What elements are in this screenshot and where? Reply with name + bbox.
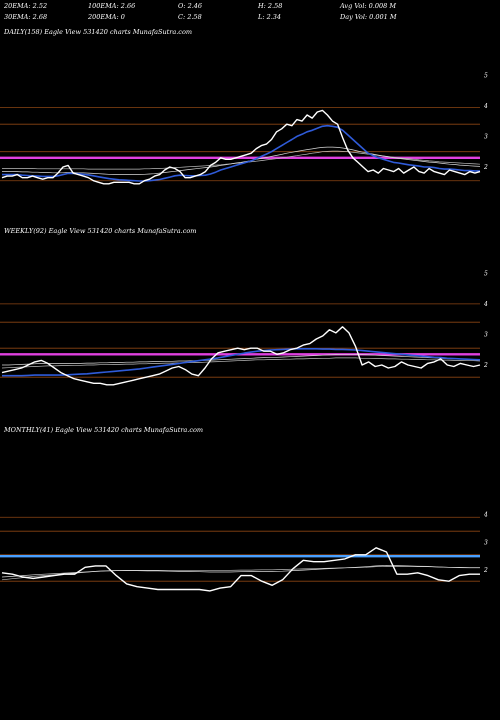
y-tick-label: 4	[483, 512, 488, 519]
ema-slow2-series-line	[1, 357, 481, 369]
header-value: C: 2.58	[178, 13, 202, 21]
header-value: O: 2.46	[178, 2, 203, 10]
price-series-line	[1, 547, 480, 592]
y-tick-label: 2	[483, 164, 488, 171]
header-value: 20EMA: 2.52	[4, 2, 48, 10]
ema-fast-series-line	[2, 124, 480, 182]
price-series-line	[1, 109, 481, 185]
monthly-panel-title: MONTHLY(41) Eagle View 531420 charts Mun…	[4, 426, 204, 434]
ema-slow-series-line	[2, 146, 481, 175]
header-value: 30EMA: 2.68	[4, 13, 48, 21]
ema-slow-series-line	[1, 564, 480, 578]
y-tick-label: 3	[484, 331, 488, 338]
y-tick-label: 3	[484, 539, 488, 546]
header-value: 100EMA: 2.66	[88, 2, 136, 10]
header-value: 200EMA: 0	[88, 13, 125, 21]
ema-slow2-series-line	[1, 566, 480, 581]
header-value: Avg Vol: 0.008 M	[340, 2, 397, 10]
y-tick-label: 2	[483, 362, 488, 369]
y-tick-label: 2	[483, 567, 488, 574]
y-tick-label: 3	[484, 133, 488, 140]
price-series-line	[1, 326, 481, 386]
y-tick-label: 4	[483, 301, 488, 308]
header-value: H: 2.58	[258, 2, 283, 10]
ema-fast-series-line	[2, 347, 481, 377]
header-value: Day Vol: 0.001 M	[340, 13, 397, 21]
header-value: L: 2.34	[258, 13, 282, 21]
y-tick-label: 5	[484, 72, 488, 79]
daily-panel-title: DAILY(158) Eagle View 531420 charts Muna…	[4, 28, 193, 36]
weekly-panel-title: WEEKLY(92) Eagle View 531420 charts Muna…	[4, 227, 197, 235]
y-tick-label: 5	[484, 270, 488, 277]
ema-slow2-series-line	[2, 150, 481, 170]
ema-slow-series-line	[2, 353, 481, 366]
y-tick-label: 4	[483, 103, 488, 110]
